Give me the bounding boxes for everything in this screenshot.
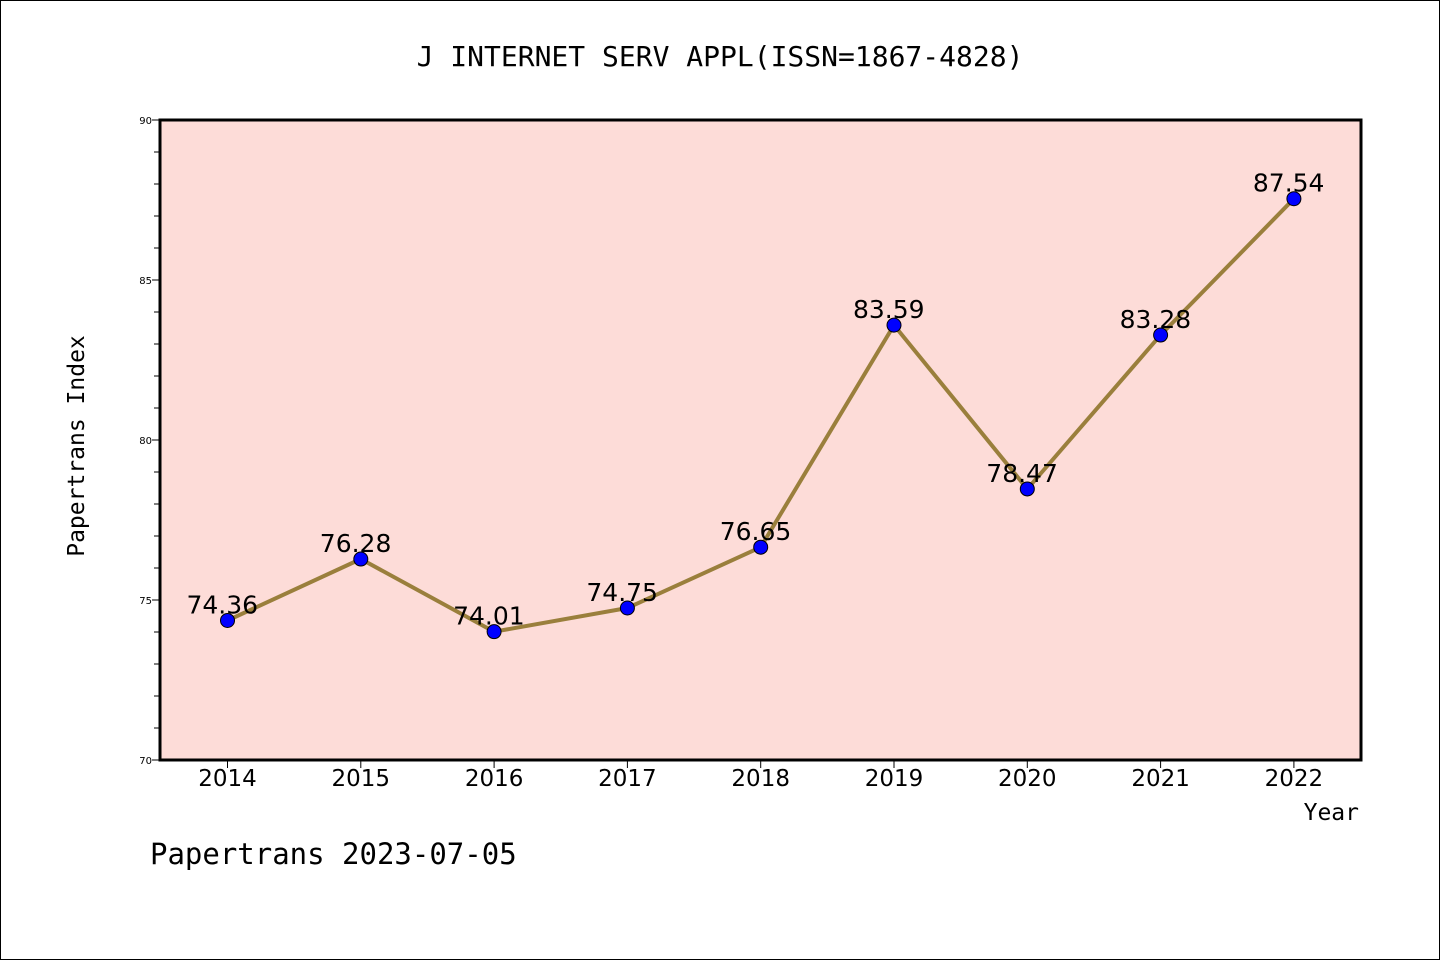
x-tick-label: 2021: [1131, 766, 1190, 792]
y-tick-label: 90: [139, 116, 152, 127]
y-axis-label: Papertrans Index: [64, 335, 90, 557]
data-point: [619, 600, 635, 616]
data-label: 76.65: [720, 517, 792, 546]
y-tick-label: 70: [139, 756, 152, 767]
x-tick-label: 2022: [1265, 766, 1324, 792]
y-tick-label: 80: [139, 436, 152, 447]
data-labels: 74.36 76.28 74.01 74.75 76.65 83.59 78.47 83.28…: [187, 169, 1325, 631]
plot-area: [160, 120, 1361, 760]
data-point: [886, 317, 902, 333]
data-points: [220, 191, 1302, 640]
x-axis-ticks: 2014 2015 2016 2017 2018 2019 2020 2021 2022: [198, 760, 1323, 792]
footer-credit: Papertrans 2023-07-05: [150, 837, 517, 871]
data-label: 74.75: [586, 578, 658, 607]
x-tick-label: 2020: [998, 766, 1057, 792]
x-tick-label: 2016: [465, 766, 524, 792]
data-point: [1153, 327, 1169, 343]
y-tick-label: 75: [139, 596, 152, 607]
data-point: [1286, 191, 1302, 207]
x-tick-label: 2014: [198, 766, 257, 792]
x-tick-label: 2019: [865, 766, 924, 792]
data-point: [486, 624, 502, 640]
chart-title: J INTERNET SERV APPL(ISSN=1867-4828): [417, 40, 1024, 73]
data-label: 87.54: [1253, 169, 1325, 198]
data-label: 74.36: [187, 590, 259, 619]
data-label: 74.01: [453, 602, 525, 631]
data-label: 83.28: [1120, 305, 1192, 334]
data-label: 76.28: [320, 529, 392, 558]
data-point: [220, 612, 235, 628]
x-tick-label: 2018: [731, 766, 790, 792]
data-label: 78.47: [986, 459, 1058, 488]
x-tick-label: 2017: [598, 766, 657, 792]
y-axis-ticks: 70 75 80 85 90: [139, 116, 160, 767]
y-tick-label: 85: [139, 276, 152, 287]
x-axis-label: Year: [1304, 800, 1359, 826]
data-point: [1019, 481, 1035, 497]
data-point: [353, 551, 369, 567]
plot-border: [158, 118, 1363, 762]
data-point: [753, 539, 769, 555]
data-label: 83.59: [853, 295, 925, 324]
x-tick-label: 2015: [332, 766, 391, 792]
